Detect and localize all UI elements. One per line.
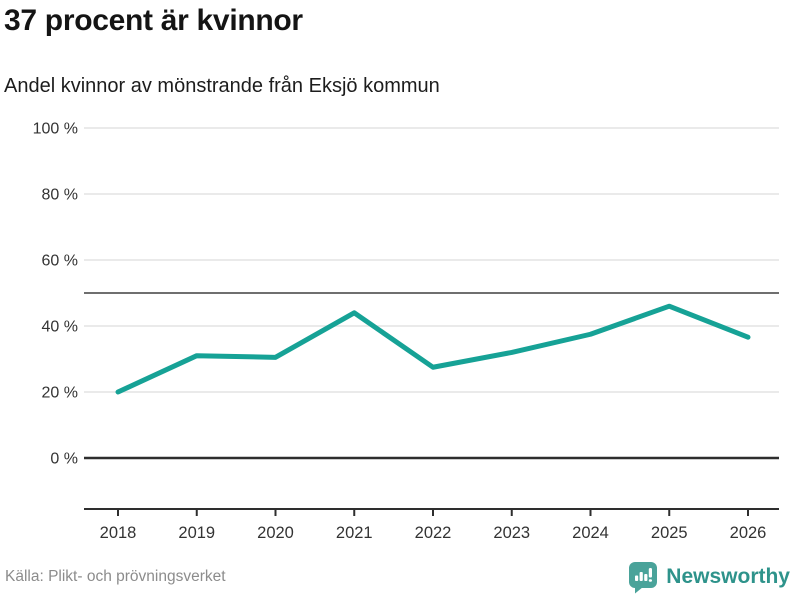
chart-footer: Källa: Plikt- och prövningsverket Newswo… <box>5 560 790 594</box>
page-title: 37 procent är kvinnor <box>4 4 303 37</box>
x-tick-label: 2018 <box>100 524 137 542</box>
newsworthy-icon <box>629 561 658 593</box>
newsworthy-logo-link[interactable]: Newsworthy <box>628 561 790 594</box>
x-tick-label: 2025 <box>651 524 688 542</box>
series-line <box>115 303 751 395</box>
x-tick-label: 2026 <box>730 524 767 542</box>
y-tick-label: 60 % <box>42 253 78 270</box>
y-tick-label: 80 % <box>42 187 78 204</box>
y-tick-label: 40 % <box>42 319 78 336</box>
line-chart: 0 % 20 % 40 % 60 % 80 % 100 % 2018 2019 2020 2021… <box>33 121 779 542</box>
y-tick-label: 100 % <box>33 121 78 138</box>
x-tick-label: 2019 <box>178 524 215 542</box>
chart-subtitle: Andel kvinnor av mönstrande från Eksjö k… <box>4 75 440 97</box>
x-tick-label: 2021 <box>336 524 373 542</box>
source-note: Källa: Plikt- och prövningsverket <box>5 568 226 585</box>
brand-name: Newsworthy <box>666 565 790 588</box>
y-tick-label: 20 % <box>42 385 78 402</box>
x-tick-label: 2023 <box>493 524 530 542</box>
x-tick-label: 2024 <box>572 524 609 542</box>
x-tick-label: 2020 <box>257 524 294 542</box>
y-tick-label: 0 % <box>50 451 78 468</box>
x-tick-label: 2022 <box>415 524 452 542</box>
